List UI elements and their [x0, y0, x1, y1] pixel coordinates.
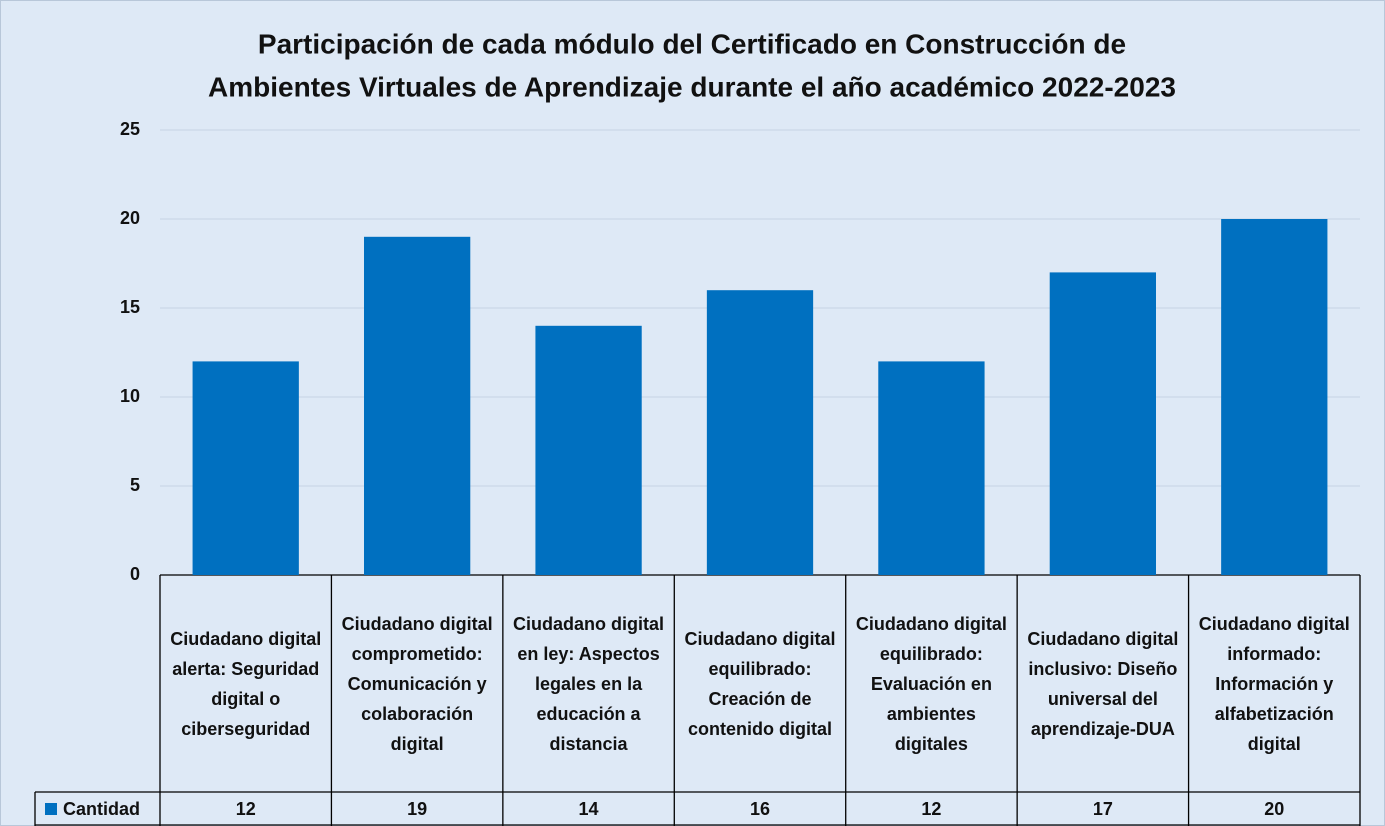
category-cell: Ciudadano digital alerta: Seguridad digi…: [170, 628, 322, 739]
y-tick-label: 20: [120, 208, 140, 228]
value-cell: 12: [921, 799, 941, 819]
value-cell: 17: [1093, 799, 1113, 819]
bar: [706, 290, 814, 575]
category-cell: Ciudadano digital comprometido: Comunica…: [341, 613, 493, 754]
bar: [1049, 272, 1156, 575]
legend-label: Cantidad: [63, 799, 140, 819]
category-cell: Ciudadano digital inclusivo: Diseño univ…: [1027, 628, 1179, 739]
bar: [535, 325, 642, 575]
category-cell: Ciudadano digital equilibrado: Creación …: [684, 628, 836, 739]
category-cell: Ciudadano digital informado: Información…: [1198, 613, 1350, 754]
y-tick-label: 10: [120, 386, 140, 406]
value-cell: 14: [579, 799, 599, 819]
bar: [364, 236, 471, 576]
y-tick-label: 5: [130, 475, 140, 495]
value-cell: 19: [407, 799, 427, 819]
value-cell: 20: [1264, 799, 1284, 819]
bar: [192, 361, 299, 575]
legend-swatch: [45, 803, 57, 815]
bar: [1221, 219, 1328, 575]
value-cell: 16: [750, 799, 770, 819]
value-cell: 12: [236, 799, 256, 819]
chart-subtitle: Ambientes Virtuales de Aprendizaje duran…: [208, 71, 1176, 102]
y-tick-label: 0: [130, 564, 140, 584]
y-tick-label: 25: [120, 119, 140, 139]
category-cell: Ciudadano digital equilibrado: Evaluació…: [855, 613, 1007, 754]
chart-title: Participación de cada módulo del Certifi…: [258, 28, 1126, 59]
y-tick-label: 15: [120, 297, 140, 317]
bar: [878, 361, 985, 575]
category-cell: Ciudadano digital en ley: Aspectos legal…: [513, 613, 665, 754]
